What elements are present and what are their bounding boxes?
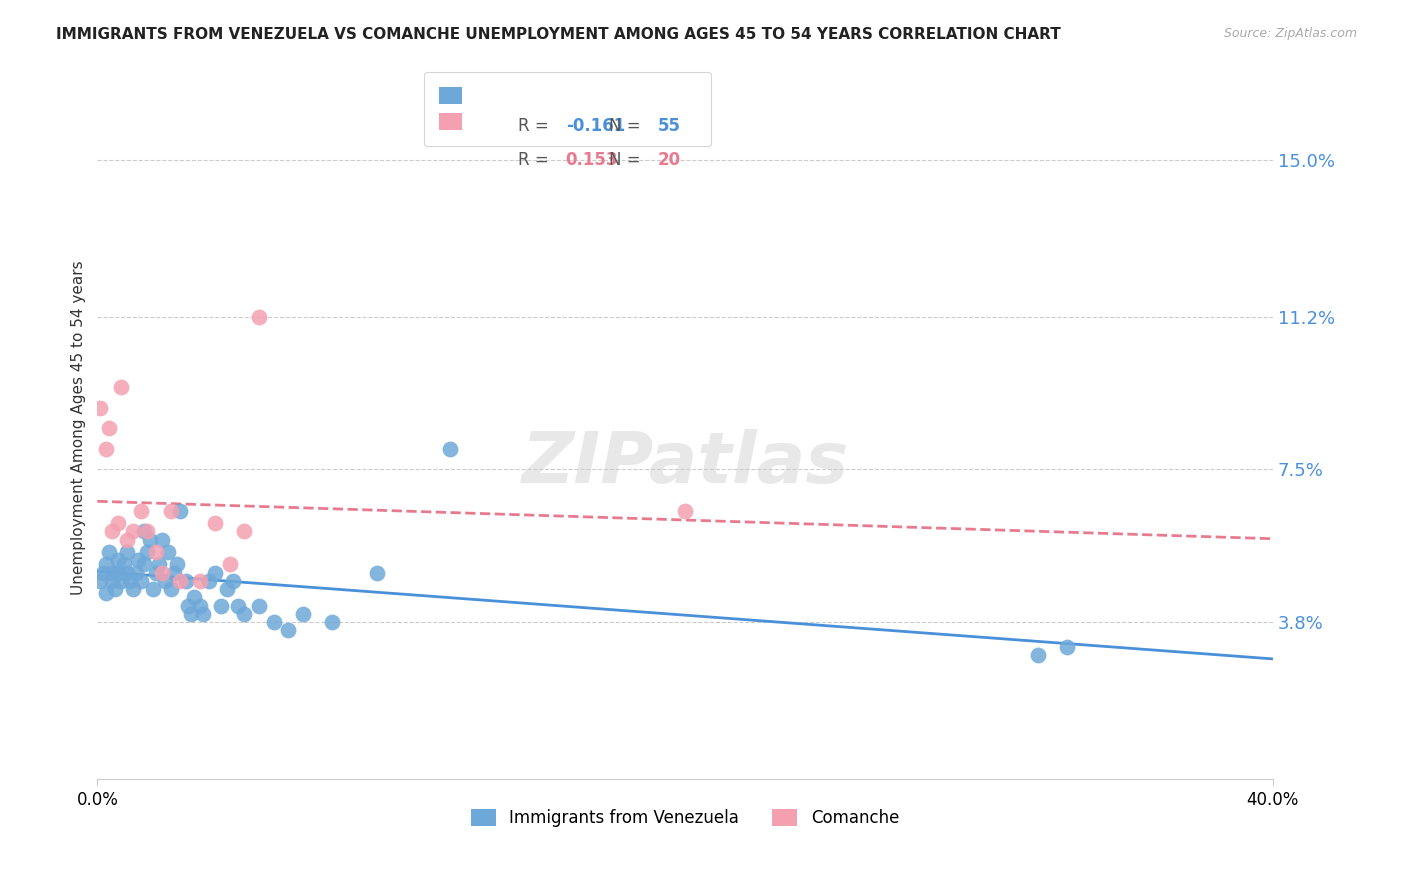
Point — [148, 558, 170, 572]
Point — [121, 582, 143, 596]
Point — [96, 558, 118, 572]
Point — [188, 574, 211, 588]
Point — [98, 421, 121, 435]
Point — [115, 566, 138, 580]
Point — [169, 574, 191, 588]
Point — [104, 582, 127, 596]
Point — [107, 566, 129, 580]
Point — [107, 553, 129, 567]
Text: Source: ZipAtlas.com: Source: ZipAtlas.com — [1223, 27, 1357, 40]
Point — [91, 566, 114, 580]
Point — [89, 574, 111, 588]
Point — [233, 524, 256, 539]
Y-axis label: Unemployment Among Ages 45 to 54 years: Unemployment Among Ages 45 to 54 years — [72, 260, 86, 596]
Point — [131, 574, 153, 588]
Point — [218, 558, 240, 572]
Point — [198, 574, 221, 588]
Point — [277, 624, 299, 638]
Text: 0.153: 0.153 — [565, 151, 619, 169]
Point — [169, 504, 191, 518]
Point — [166, 558, 188, 572]
Point — [115, 545, 138, 559]
Point — [124, 566, 146, 580]
Point — [150, 533, 173, 547]
Text: R =: R = — [517, 117, 548, 135]
Point — [673, 504, 696, 518]
Point — [96, 442, 118, 456]
Point — [153, 574, 176, 588]
Point — [131, 504, 153, 518]
Point — [1026, 648, 1049, 662]
Point — [136, 524, 159, 539]
Point — [188, 599, 211, 613]
Point — [439, 442, 461, 456]
Point — [145, 566, 167, 580]
Point — [150, 566, 173, 580]
Point — [115, 533, 138, 547]
Point — [134, 524, 156, 539]
Point — [174, 574, 197, 588]
Point — [121, 524, 143, 539]
Point — [110, 380, 132, 394]
Point — [139, 533, 162, 547]
Point — [183, 591, 205, 605]
Text: 20: 20 — [658, 151, 681, 169]
Point — [263, 615, 285, 629]
Point — [221, 574, 243, 588]
Point — [145, 545, 167, 559]
Text: -0.161: -0.161 — [565, 117, 624, 135]
Point — [142, 582, 165, 596]
Point — [321, 615, 343, 629]
Point — [118, 574, 141, 588]
Text: 55: 55 — [658, 117, 681, 135]
Point — [89, 401, 111, 415]
Point — [101, 574, 124, 588]
Point — [159, 504, 181, 518]
Point — [180, 607, 202, 621]
Text: IMMIGRANTS FROM VENEZUELA VS COMANCHE UNEMPLOYMENT AMONG AGES 45 TO 54 YEARS COR: IMMIGRANTS FROM VENEZUELA VS COMANCHE UN… — [56, 27, 1062, 42]
Point — [1056, 640, 1078, 654]
Point — [204, 566, 226, 580]
Legend: Immigrants from Venezuela, Comanche: Immigrants from Venezuela, Comanche — [464, 802, 905, 834]
Text: ZIPatlas: ZIPatlas — [522, 429, 849, 498]
Text: N =: N = — [609, 117, 640, 135]
Point — [191, 607, 214, 621]
Point — [134, 558, 156, 572]
Point — [112, 558, 135, 572]
Text: R =: R = — [517, 151, 548, 169]
Point — [292, 607, 315, 621]
Point — [101, 524, 124, 539]
Point — [110, 574, 132, 588]
Point — [228, 599, 250, 613]
Point — [204, 516, 226, 530]
Point — [247, 599, 270, 613]
Point — [163, 566, 186, 580]
Point — [215, 582, 238, 596]
Point — [107, 516, 129, 530]
Point — [209, 599, 232, 613]
Point — [101, 566, 124, 580]
Point — [247, 310, 270, 324]
Point — [98, 545, 121, 559]
Point — [136, 545, 159, 559]
Point — [156, 545, 179, 559]
Point — [127, 553, 149, 567]
Point — [366, 566, 388, 580]
Point — [96, 586, 118, 600]
Point — [233, 607, 256, 621]
Point — [159, 582, 181, 596]
Point — [177, 599, 200, 613]
Text: N =: N = — [609, 151, 640, 169]
